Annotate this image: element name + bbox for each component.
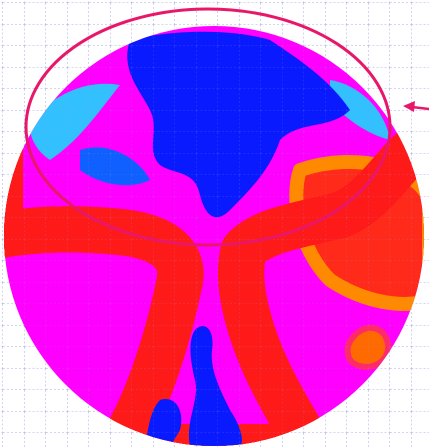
arrow-head <box>403 101 415 112</box>
highlight-ellipse <box>24 7 392 247</box>
arrow <box>403 101 429 112</box>
arrow-shaft <box>411 105 429 111</box>
